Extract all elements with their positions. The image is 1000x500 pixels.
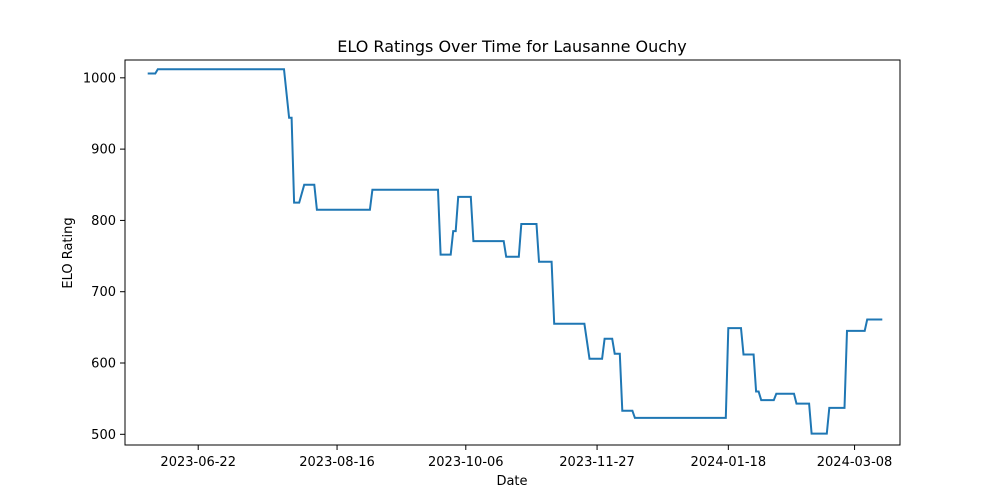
x-tick-label: 2023-10-06 [428,455,504,470]
plot-area [124,59,901,446]
x-axis-label: Date [496,474,527,489]
x-tick-label: 2023-06-22 [160,455,236,470]
y-tick-label: 800 [91,214,116,229]
plot-frame [124,59,901,446]
y-axis: 500 600 700 800 900 1000 [83,71,125,443]
y-tick-label: 1000 [83,71,116,86]
y-tick-label: 700 [91,285,116,300]
y-tick-label: 500 [91,428,116,443]
elo-rating-series-line [147,68,883,435]
chart-title: ELO Ratings Over Time for Lausanne Ouchy [337,37,686,56]
x-tick-label: 2024-03-08 [817,455,893,470]
y-tick-label: 900 [91,143,116,158]
x-tick-label: 2023-11-27 [559,455,635,470]
y-axis-label: ELO Rating [61,217,76,288]
x-tick-label: 2023-08-16 [299,455,375,470]
y-tick-label: 600 [91,357,116,372]
x-tick-label: 2024-01-18 [691,455,767,470]
x-axis: 2023-06-22 2023-08-16 2023-10-06 2023-11-27… [160,445,892,470]
